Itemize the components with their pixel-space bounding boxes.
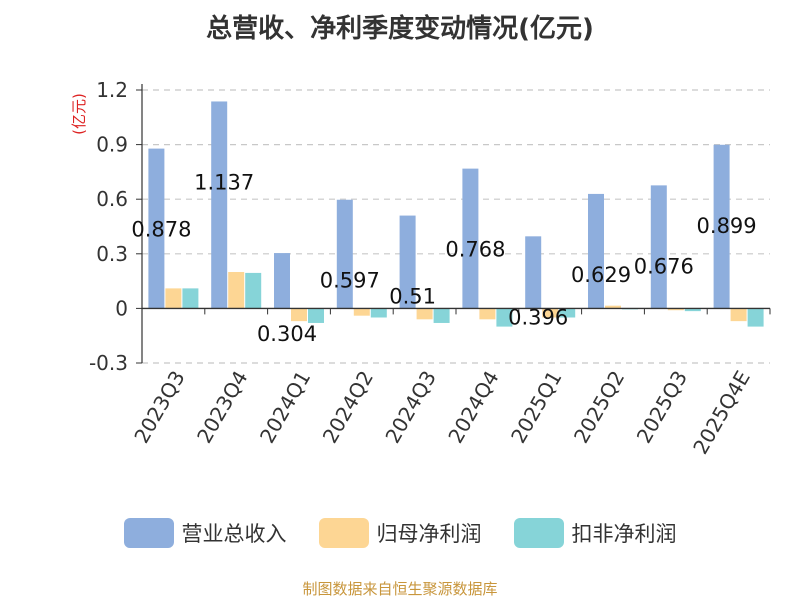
x-tick-label: 2024Q3 — [380, 366, 440, 447]
legend-label-deducted-profit: 扣非净利润 — [571, 522, 677, 546]
y-tick-label: 1.2 — [96, 78, 128, 102]
x-tick-label: 2025Q4E — [688, 367, 755, 459]
x-tick-label: 2025Q2 — [569, 367, 629, 448]
data-label: 0.768 — [445, 238, 505, 262]
bar — [525, 236, 542, 309]
chart-title: 总营收、净利季度变动情况(亿元) — [206, 14, 594, 44]
data-label: 0.676 — [634, 254, 694, 278]
bar — [684, 308, 701, 312]
bar — [650, 185, 667, 309]
x-tick-label: 2023Q4 — [192, 367, 252, 448]
x-tick-label: 2024Q2 — [318, 367, 378, 448]
bar — [713, 144, 730, 309]
bar — [747, 308, 764, 327]
bar — [165, 288, 182, 309]
x-tick-label: 2025Q3 — [632, 367, 692, 448]
x-tick-label: 2024Q4 — [443, 367, 503, 448]
bar — [291, 308, 307, 322]
legend-swatch-deducted-profit — [513, 518, 564, 548]
bar — [667, 308, 684, 311]
bar — [308, 308, 324, 323]
bar — [542, 308, 559, 318]
bar — [730, 308, 747, 322]
bar — [274, 253, 290, 309]
x-tick-label: 2023Q3 — [129, 367, 189, 448]
legend-swatch-net-profit — [318, 518, 369, 548]
data-label: 0.396 — [508, 305, 568, 329]
data-label: 0.597 — [320, 269, 380, 293]
legend-label-net-profit: 归母净利润 — [376, 522, 482, 546]
y-axis-label: (亿元) — [70, 93, 88, 135]
bar — [496, 308, 513, 327]
bar — [416, 308, 433, 320]
y-tick-label: 0.6 — [96, 187, 128, 211]
y-tick-label: 0 — [115, 296, 128, 320]
bar — [462, 168, 479, 309]
x-tick-label: 2025Q1 — [506, 367, 566, 448]
bar — [605, 305, 621, 309]
data-label: 0.51 — [389, 285, 436, 309]
data-label: 0.629 — [571, 263, 631, 287]
legend-swatch-revenue — [123, 518, 174, 548]
bar — [182, 288, 199, 309]
legend-item-net-profit[interactable]: 归母净利润 — [318, 518, 482, 548]
legend: 营业总收入 归母净利润 扣非净利润 — [0, 518, 800, 548]
bar — [228, 272, 245, 309]
y-tick-label: 0.9 — [96, 133, 128, 157]
y-tick-label: -0.3 — [89, 351, 128, 375]
data-label: 0.304 — [257, 322, 317, 346]
legend-label-revenue: 营业总收入 — [181, 522, 287, 546]
data-label: 0.899 — [697, 214, 757, 238]
legend-item-deducted-profit[interactable]: 扣非净利润 — [513, 518, 677, 548]
bar — [399, 215, 416, 309]
legend-item-revenue[interactable]: 营业总收入 — [123, 518, 287, 548]
bar — [559, 308, 576, 318]
bar — [211, 101, 228, 309]
bar — [370, 308, 387, 318]
bar — [148, 148, 165, 309]
x-tick-label: 2024Q1 — [255, 367, 315, 448]
data-label: 1.137 — [194, 170, 254, 194]
bar — [245, 272, 262, 309]
bar — [336, 199, 353, 309]
bar — [479, 308, 496, 320]
bar — [353, 308, 370, 316]
bar — [433, 308, 450, 323]
data-label: 0.878 — [131, 218, 191, 242]
source-note: 制图数据来自恒生聚源数据库 — [302, 580, 498, 598]
y-tick-label: 0.3 — [96, 242, 128, 266]
bar — [588, 193, 604, 309]
